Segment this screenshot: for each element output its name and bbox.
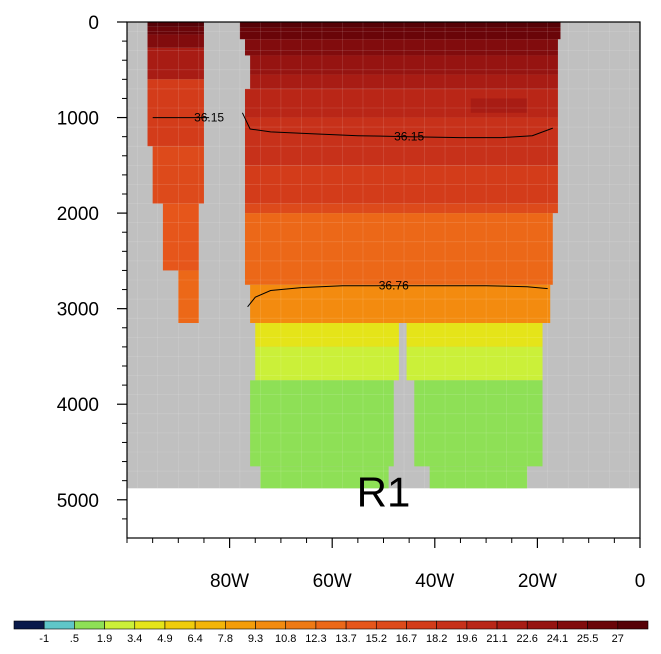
- y-tick-label: 1000: [57, 109, 99, 130]
- field-cell: [152, 146, 204, 204]
- colorbar-swatch: [345, 620, 377, 630]
- colorbar-swatch: [164, 620, 196, 630]
- field-cell: [260, 466, 389, 489]
- x-tick-label: 80W: [210, 571, 249, 592]
- field-cell: [429, 466, 528, 489]
- colorbar-label: 6.4: [187, 633, 202, 645]
- temperature-field: [147, 22, 561, 489]
- colorbar: -1 .5 1.9 3.4 4.9 6.4 7.8 9.3 10.8 12.3 13.7 15.2 16…: [13, 620, 649, 645]
- field-cell: [255, 346, 399, 381]
- axes: 0 1000 2000 3000 4000 5000 80W 60W 40W 20W 0: [57, 13, 646, 592]
- y-tick-label: 0: [88, 13, 99, 34]
- field-cell: [239, 22, 561, 28]
- colorbar-swatch: [255, 620, 287, 630]
- y-tick-label: 2000: [57, 204, 99, 225]
- colorbar-swatch: [194, 620, 226, 630]
- field-cell: [255, 323, 399, 347]
- colorbar-swatch: [496, 620, 528, 630]
- colorbar-swatch: [526, 620, 558, 630]
- colorbar-label: 19.6: [456, 633, 477, 645]
- colorbar-swatch: [466, 620, 498, 630]
- colorbar-swatch: [587, 620, 619, 630]
- colorbar-label: 15.2: [366, 633, 387, 645]
- colorbar-swatch: [285, 620, 317, 630]
- field-cell: [244, 117, 558, 166]
- contour-label: 36.76: [379, 279, 409, 293]
- colorbar-label: 3.4: [127, 633, 142, 645]
- x-tick-label: 60W: [313, 571, 352, 592]
- colorbar-label: 4.9: [157, 633, 172, 645]
- colorbar-swatch: [315, 620, 347, 630]
- colorbar-label: 7.8: [218, 633, 233, 645]
- field-cell: [406, 346, 543, 381]
- field-cell: [244, 39, 558, 56]
- x-tick-label: 0: [635, 571, 646, 592]
- field-cell: [239, 27, 561, 40]
- contour-label: 36.15: [394, 130, 424, 144]
- field-cell: [250, 284, 551, 323]
- x-tick-label: 20W: [518, 571, 557, 592]
- colorbar-swatch: [375, 620, 407, 630]
- colorbar-swatch: [617, 620, 649, 630]
- colorbar-swatch: [74, 620, 105, 630]
- grid-lines: [127, 22, 640, 489]
- colorbar-label: 18.2: [426, 633, 447, 645]
- contour-line: [247, 285, 548, 308]
- colorbar-swatch: [13, 620, 45, 630]
- colorbar-label: 9.3: [248, 633, 263, 645]
- colorbar-label: 13.7: [335, 633, 356, 645]
- colorbar-label: .5: [70, 633, 79, 645]
- colorbar-label: 22.6: [517, 633, 538, 645]
- field-cell: [406, 323, 543, 347]
- colorbar-swatch: [104, 620, 136, 630]
- colorbar-swatch: [43, 620, 75, 630]
- field-cell: [162, 203, 199, 271]
- colorbar-label: 27: [612, 633, 624, 645]
- y-tick-label: 3000: [57, 300, 99, 321]
- y-tick-label: 5000: [57, 491, 99, 512]
- field-cell: [147, 34, 204, 48]
- colorbar-label: 16.7: [396, 633, 417, 645]
- field-cell: [147, 79, 204, 147]
- field-cell: [178, 270, 199, 323]
- colorbar-label: 12.3: [305, 633, 326, 645]
- field-cell: [147, 47, 204, 80]
- colorbar-label: -1: [39, 633, 49, 645]
- contour-lines: 36.15 36.15 36.76: [152, 111, 553, 308]
- colorbar-swatch: [134, 620, 166, 630]
- panel-label: R1: [357, 468, 411, 515]
- colorbar-label: 25.5: [577, 633, 598, 645]
- contour-line: [241, 112, 553, 139]
- field-cell: [250, 55, 558, 75]
- field-cell: [414, 380, 543, 467]
- field-cell: [244, 203, 558, 214]
- colorbar-label: 1.9: [97, 633, 112, 645]
- colorbar-label: 10.8: [275, 633, 296, 645]
- contour-label: 36.15: [194, 111, 224, 125]
- field-cell: [147, 22, 204, 27]
- field-cell: [250, 380, 394, 467]
- plot-area: 36.15 36.15 36.76 R1: [127, 22, 640, 515]
- y-tick-label: 4000: [57, 395, 99, 416]
- colorbar-label: 21.1: [486, 633, 507, 645]
- colorbar-label: 24.1: [547, 633, 568, 645]
- field-cell: [244, 165, 558, 204]
- colorbar-swatch: [436, 620, 468, 630]
- x-tick-label: 40W: [415, 571, 454, 592]
- field-cell: [250, 74, 558, 89]
- field-cell: [244, 213, 553, 285]
- colorbar-swatch: [225, 620, 256, 630]
- field-cell: [470, 98, 528, 113]
- colorbar-swatch: [406, 620, 437, 630]
- field-cell: [147, 26, 204, 35]
- colorbar-swatch: [557, 620, 588, 630]
